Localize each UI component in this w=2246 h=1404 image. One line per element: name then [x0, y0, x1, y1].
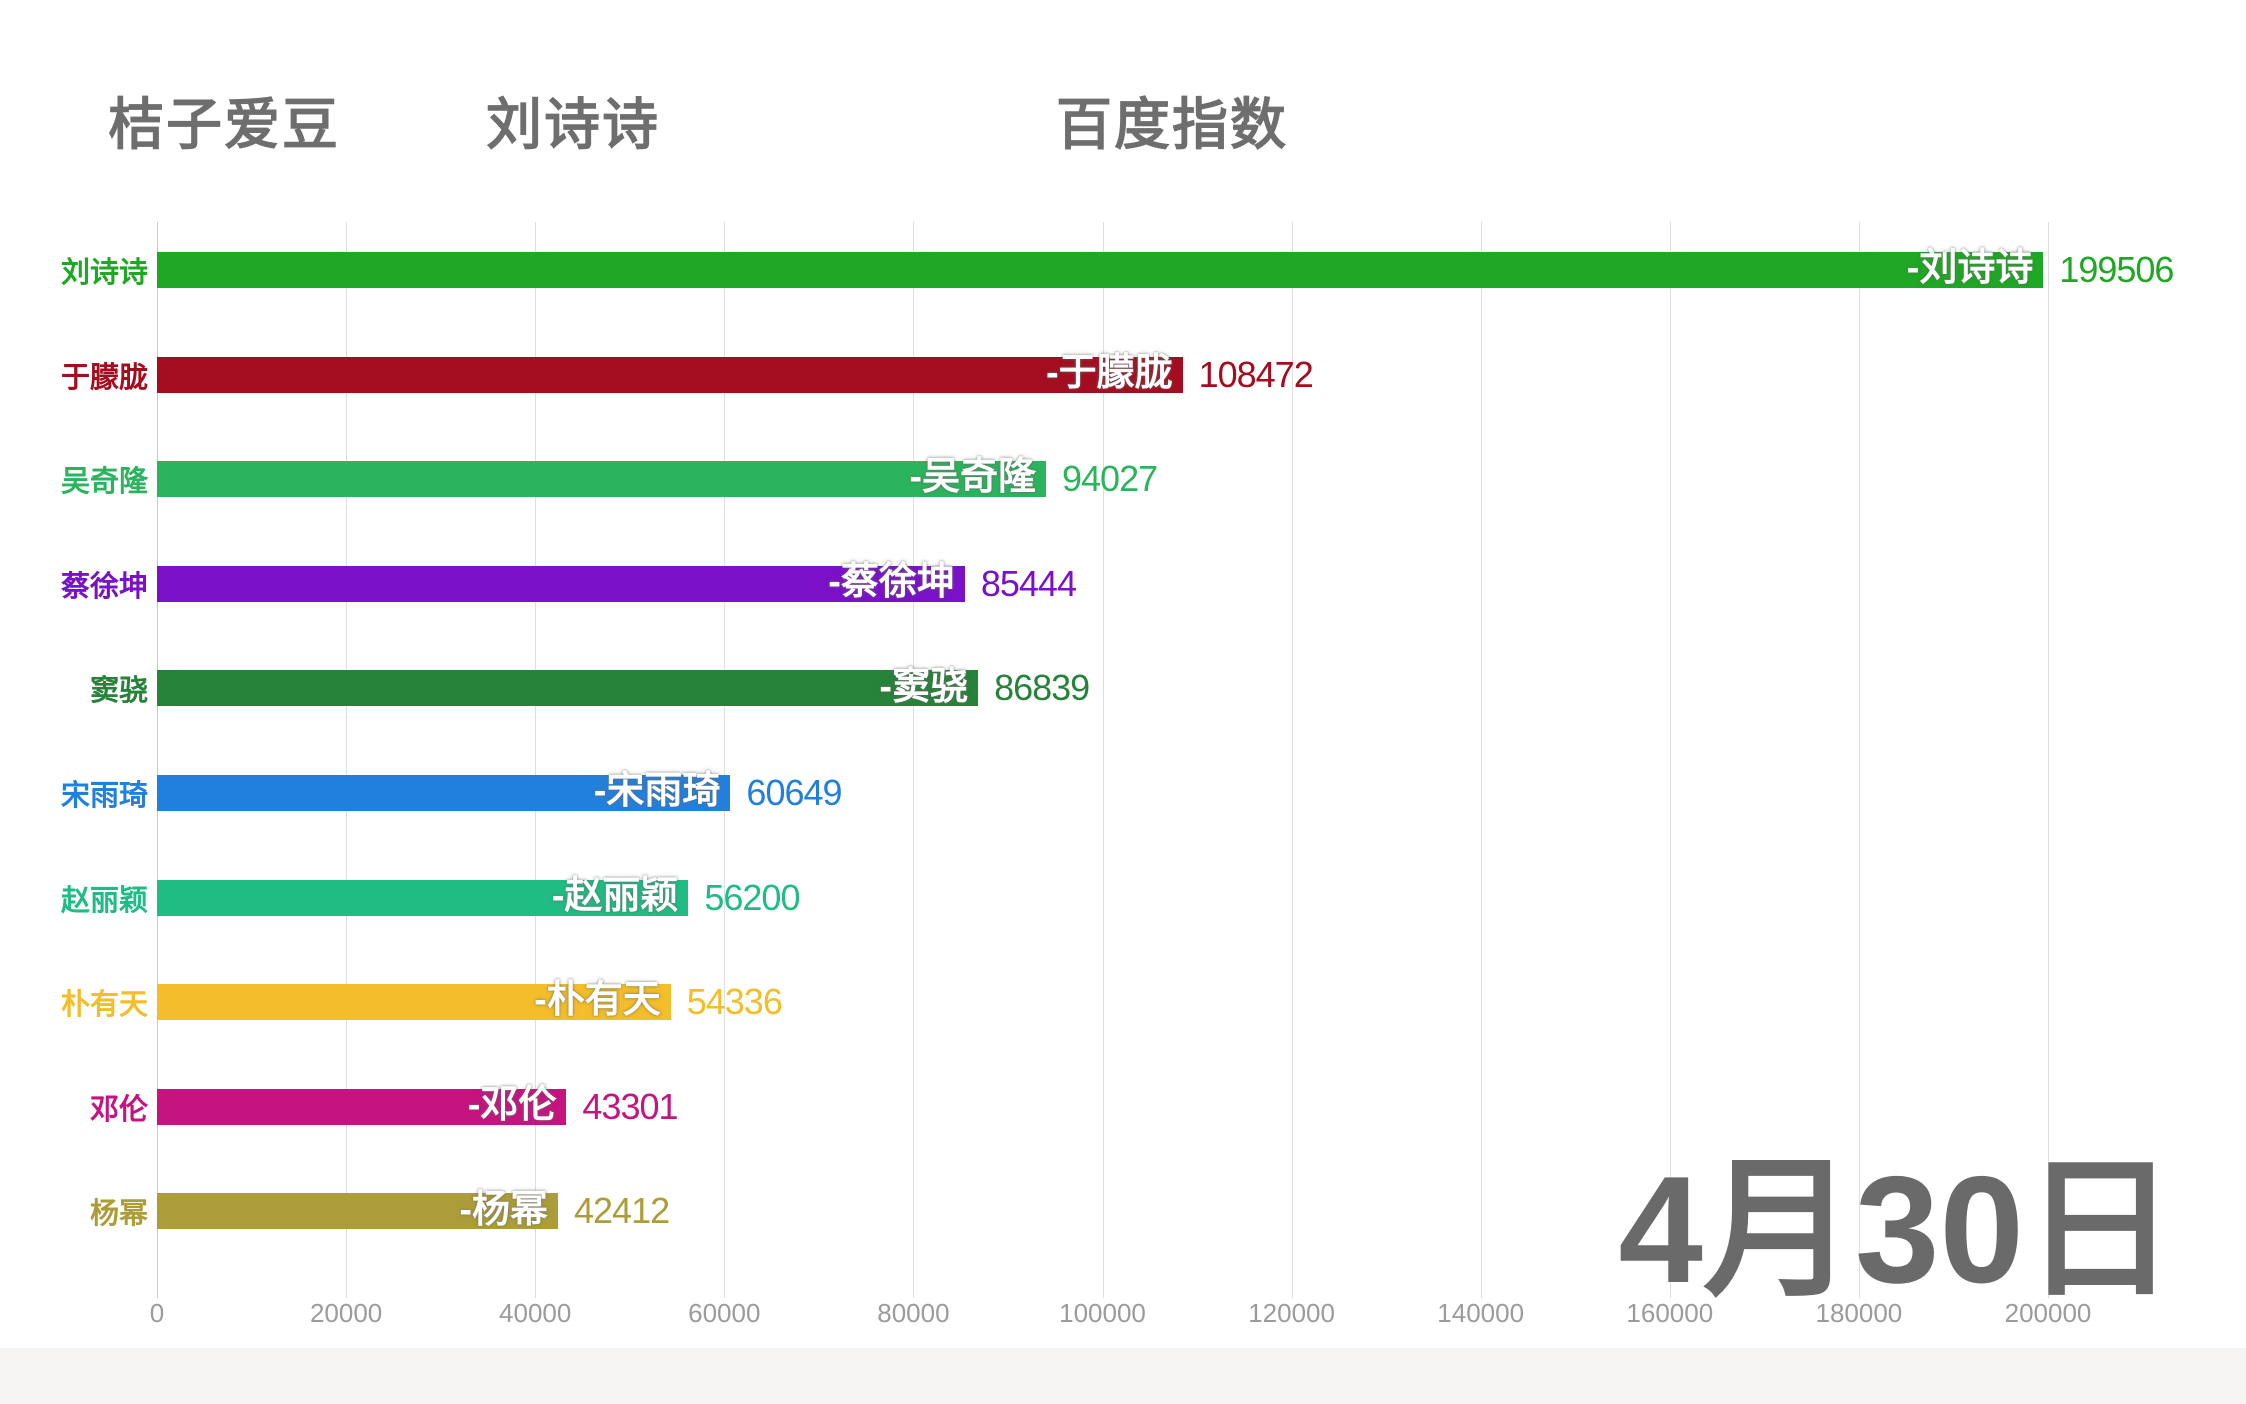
bar-inline-label: -赵丽颖	[551, 874, 679, 917]
x-axis-tick-label: 80000	[877, 1298, 950, 1328]
category-label: 吴奇隆	[60, 466, 148, 499]
x-axis-tick-label: 140000	[1437, 1298, 1525, 1328]
bar: -窦骁 86839	[157, 665, 1090, 708]
x-axis-tick-label: 120000	[1248, 1298, 1335, 1328]
bar-inline-label: -宋雨琦	[593, 770, 721, 813]
bar-value-label: 42412	[574, 1190, 670, 1232]
bar-value-label: 86839	[994, 667, 1090, 709]
category-label: 蔡徐坤	[60, 570, 148, 603]
x-axis-tick-label: 40000	[499, 1298, 572, 1328]
gridline	[1291, 222, 1293, 1298]
bar: -刘诗诗 199506	[157, 247, 2174, 290]
bar-value-label: 199506	[2059, 249, 2174, 290]
bar: -宋雨琦 60649	[157, 770, 843, 813]
bar-value-label: 54336	[686, 981, 783, 1023]
bar-inline-label: -蔡徐坤	[828, 560, 955, 603]
bar-row: 杨幂 -杨幂 42412	[90, 1188, 2048, 1232]
bar-row: 蔡徐坤 -蔡徐坤 85444	[61, 560, 2048, 604]
channel-title: 桔子爱豆	[108, 93, 340, 156]
bar-inline-label: -朴有天	[534, 979, 661, 1022]
gridline	[1669, 222, 1671, 1298]
bar-value-label: 94027	[1062, 458, 1158, 500]
gridline	[157, 222, 158, 1298]
bar-inline-label: -刘诗诗	[1906, 247, 2034, 290]
bar-row: 刘诗诗 -刘诗诗 199506	[61, 247, 2174, 290]
category-label: 邓伦	[89, 1093, 148, 1126]
metric-title: 百度指数	[1056, 93, 1288, 156]
current-leader-title: 刘诗诗	[486, 93, 660, 156]
bar: -杨幂 42412	[157, 1188, 670, 1231]
bar-row: 邓伦 -邓伦 43301	[90, 1083, 2048, 1127]
bar-row: 赵丽颖 -赵丽颖 56200	[61, 874, 2048, 918]
bar-row: 吴奇隆 -吴奇隆 94027	[61, 456, 2048, 499]
bar-inline-label: -杨幂	[459, 1188, 548, 1231]
bar: -赵丽颖 56200	[157, 874, 800, 918]
bar-row: 窦骁 -窦骁 86839	[90, 665, 2048, 709]
bar-row: 宋雨琦 -宋雨琦 60649	[61, 770, 2048, 813]
gridline	[535, 222, 537, 1298]
category-label: 刘诗诗	[60, 257, 148, 289]
x-axis-tick-label: 180000	[1815, 1298, 1903, 1328]
bar-value-label: 56200	[704, 876, 800, 918]
bar-row: 于朦胧 -于朦胧 108472	[61, 351, 2048, 395]
gridline	[346, 222, 348, 1298]
gridline	[913, 222, 915, 1298]
gridline	[1102, 222, 1104, 1298]
category-label: 于朦胧	[60, 361, 148, 394]
bar: -邓伦 43301	[157, 1083, 679, 1127]
gridline	[2048, 222, 2049, 1298]
bar-inline-label: -窦骁	[879, 665, 969, 708]
x-axis-tick-label: 60000	[688, 1298, 761, 1328]
bar-row: 朴有天 -朴有天 54336	[61, 979, 2048, 1022]
category-label: 赵丽颖	[60, 884, 148, 917]
bar: -蔡徐坤 85444	[157, 560, 1077, 604]
bar-value-label: 85444	[980, 562, 1077, 604]
bar-value-label: 60649	[746, 772, 842, 813]
date-annotation: 4月30日	[1618, 1145, 2176, 1315]
bar: -吴奇隆 94027	[157, 456, 1158, 499]
category-label: 朴有天	[60, 989, 148, 1022]
bottom-strip	[0, 1348, 2246, 1404]
plot-area: 0 20000 40000 60000 80000 100000 120000 140000 1…	[61, 222, 2174, 1326]
bar-inline-label: -于朦胧	[1045, 351, 1173, 394]
bar-inline-label: -吴奇隆	[909, 456, 1037, 499]
bar-inline-label: -邓伦	[467, 1083, 557, 1126]
category-label: 宋雨琦	[60, 780, 148, 812]
bar: -朴有天 54336	[157, 979, 783, 1022]
gridline	[1480, 222, 1482, 1298]
category-label: 杨幂	[89, 1198, 148, 1231]
x-axis-tick-label: 160000	[1626, 1298, 1714, 1328]
bar-value-label: 43301	[582, 1085, 678, 1127]
x-axis-tick-label: 100000	[1059, 1298, 1146, 1328]
bar: -于朦胧 108472	[157, 351, 1314, 395]
category-label: 窦骁	[89, 675, 148, 708]
gridline	[1858, 222, 1860, 1298]
x-axis-tick-label: 20000	[309, 1298, 383, 1328]
gridline	[724, 222, 726, 1298]
bar-value-label: 108472	[1198, 353, 1314, 395]
x-axis-tick-label: 0	[149, 1298, 165, 1328]
x-axis-tick-label: 200000	[2004, 1298, 2092, 1328]
